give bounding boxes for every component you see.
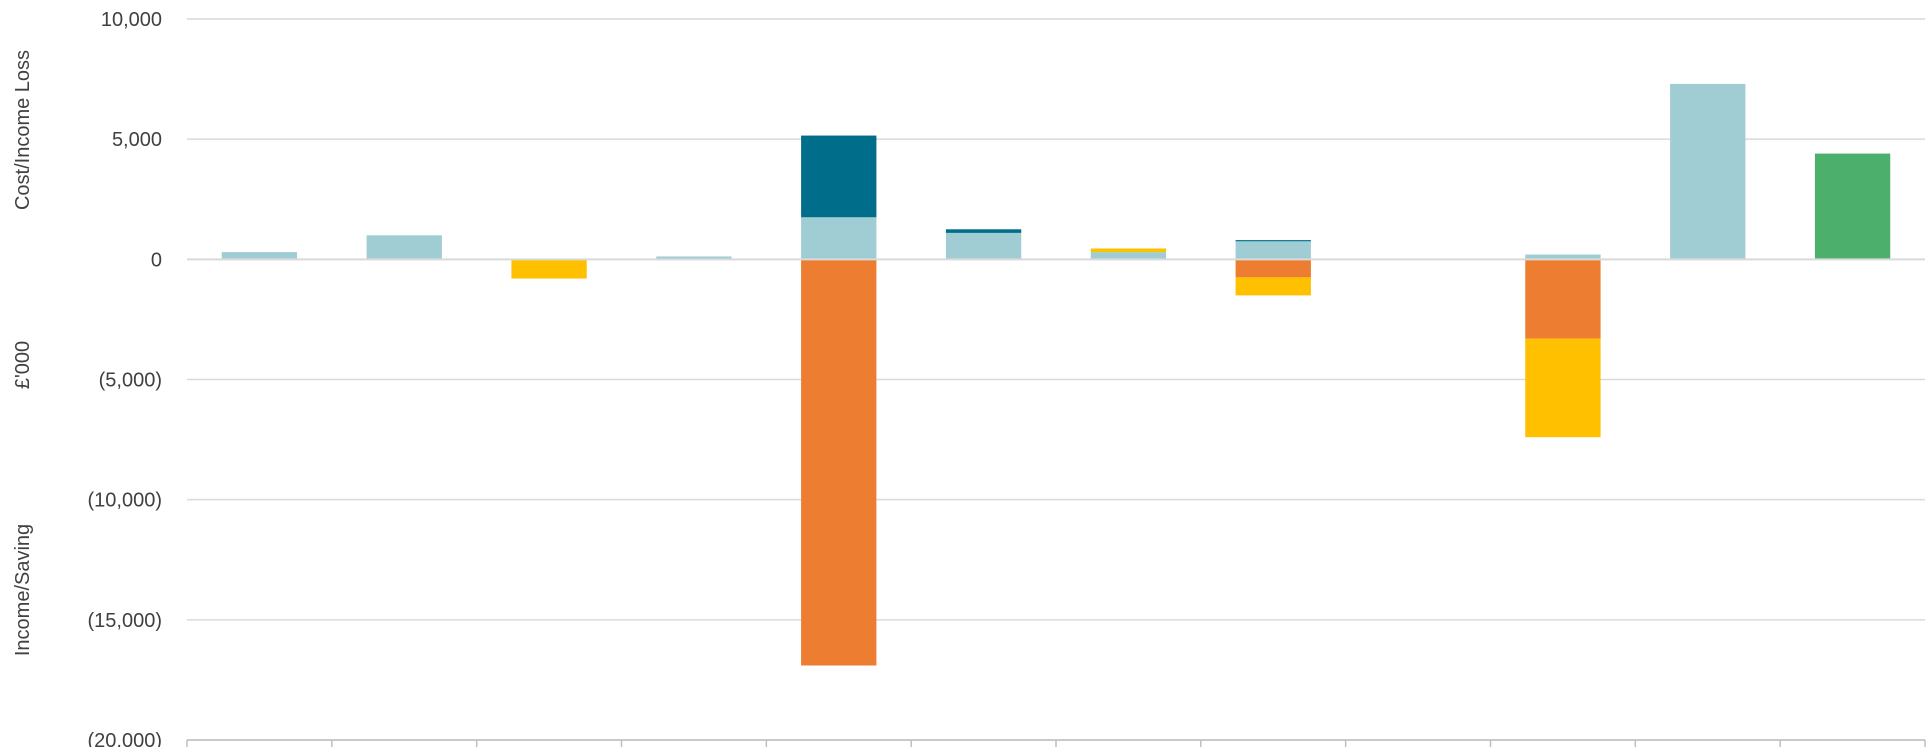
bar-segment: [1525, 338, 1601, 438]
y-tick-label: 0: [151, 249, 162, 271]
x-axis: [186, 258, 1926, 748]
bars: [221, 83, 1891, 666]
bar-segment: [801, 135, 877, 218]
y-tick-label: 10,000: [101, 9, 162, 31]
y-tick-label: (15,000): [88, 610, 163, 632]
y-tick-label: (5,000): [99, 370, 162, 392]
bar-segment: [1090, 248, 1167, 253]
y-axis-title-bottom: Income/Saving: [12, 524, 34, 656]
bar-segment: [945, 229, 1022, 233]
bar-segment: [1235, 240, 1311, 242]
gridlines: [187, 18, 1925, 741]
bar-segment: [656, 256, 732, 260]
bar-segment: [1814, 153, 1891, 260]
y-tick-labels: 10,000 5,000 0 (5,000) (10,000) (15,000) (20,0…: [88, 9, 163, 752]
bar-segment: [221, 252, 298, 260]
bar-segment: [511, 259, 587, 279]
y-axis-title-top: Cost/Income Loss: [12, 50, 34, 210]
bar-segment: [1235, 277, 1311, 296]
bar-segment: [366, 235, 442, 260]
y-tick-label: 5,000: [112, 129, 162, 151]
bar-segment: [801, 259, 877, 666]
bar-segment: [1235, 259, 1311, 278]
bar-segment: [1525, 254, 1601, 260]
y-tick-label: (20,000): [88, 730, 163, 747]
bar-segment: [945, 232, 1022, 260]
bar-segment: [1235, 241, 1311, 260]
bar-segment: [1670, 83, 1746, 260]
bar-segment: [1090, 252, 1167, 260]
y-axis-title-middle: £'000: [12, 341, 34, 389]
y-tick-label: (10,000): [88, 490, 163, 512]
bar-segment: [801, 217, 877, 260]
bar-segment: [1525, 259, 1601, 339]
